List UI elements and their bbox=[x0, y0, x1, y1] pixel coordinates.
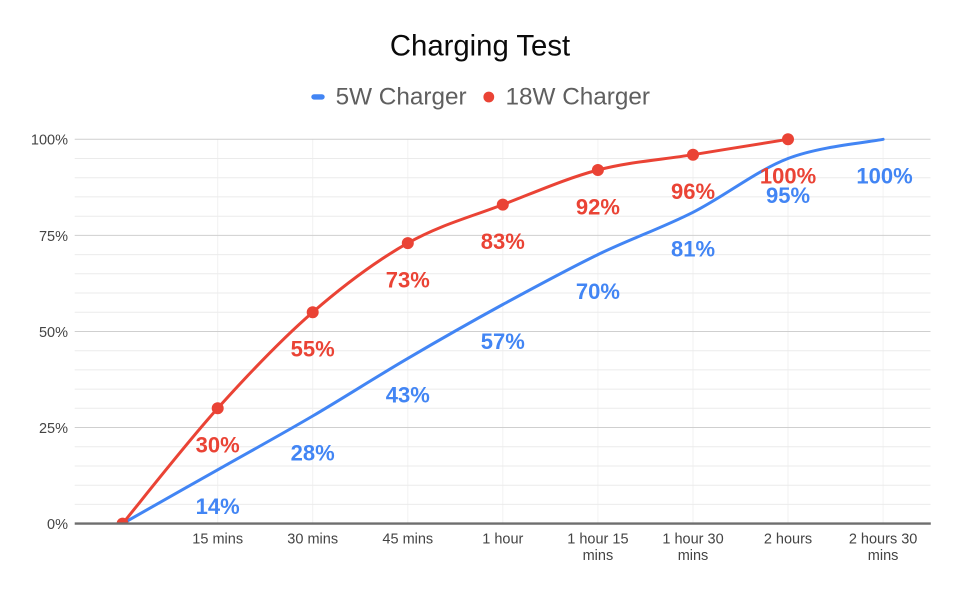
svg-text:28%: 28% bbox=[291, 440, 335, 465]
svg-text:55%: 55% bbox=[291, 337, 335, 362]
svg-text:73%: 73% bbox=[386, 267, 430, 292]
svg-text:18W Charger: 18W Charger bbox=[506, 84, 651, 111]
svg-text:0%: 0% bbox=[47, 517, 68, 533]
svg-text:14%: 14% bbox=[196, 494, 240, 519]
svg-text:5W Charger: 5W Charger bbox=[336, 84, 467, 111]
svg-text:2 hours: 2 hours bbox=[764, 532, 812, 548]
svg-text:83%: 83% bbox=[481, 229, 525, 254]
svg-text:96%: 96% bbox=[671, 179, 715, 204]
svg-text:70%: 70% bbox=[576, 279, 620, 304]
svg-text:1 hour: 1 hour bbox=[482, 532, 523, 548]
svg-text:57%: 57% bbox=[481, 329, 525, 354]
svg-text:mins: mins bbox=[678, 548, 709, 564]
svg-text:81%: 81% bbox=[671, 237, 715, 262]
svg-text:1 hour 15: 1 hour 15 bbox=[567, 532, 628, 548]
svg-text:100%: 100% bbox=[856, 164, 912, 189]
svg-text:30 mins: 30 mins bbox=[287, 532, 338, 548]
svg-text:1 hour 30: 1 hour 30 bbox=[662, 532, 723, 548]
svg-text:50%: 50% bbox=[39, 325, 68, 341]
svg-text:95%: 95% bbox=[766, 183, 810, 208]
svg-text:Charging Test: Charging Test bbox=[390, 30, 570, 63]
svg-text:45 mins: 45 mins bbox=[382, 532, 433, 548]
svg-text:100%: 100% bbox=[760, 164, 816, 189]
svg-text:15 mins: 15 mins bbox=[192, 532, 243, 548]
svg-text:92%: 92% bbox=[576, 194, 620, 219]
svg-text:30%: 30% bbox=[196, 433, 240, 458]
svg-text:75%: 75% bbox=[39, 229, 68, 245]
svg-text:100%: 100% bbox=[31, 133, 68, 149]
svg-text:43%: 43% bbox=[386, 383, 430, 408]
svg-text:25%: 25% bbox=[39, 421, 68, 437]
svg-text:mins: mins bbox=[868, 548, 899, 564]
svg-text:mins: mins bbox=[583, 548, 614, 564]
svg-text:2 hours 30: 2 hours 30 bbox=[849, 532, 918, 548]
